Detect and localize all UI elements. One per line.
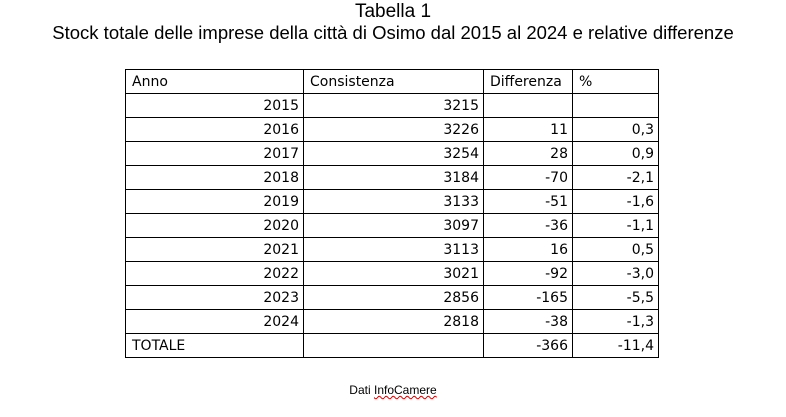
total-consistenza xyxy=(303,333,484,358)
cell-consistenza: 2818 xyxy=(303,309,484,334)
cell-anno: 2018 xyxy=(125,165,304,190)
cell-anno: 2021 xyxy=(125,237,304,262)
cell-anno: 2023 xyxy=(125,285,304,310)
cell-anno: 2017 xyxy=(125,141,304,166)
cell-percent: -5,5 xyxy=(572,285,659,310)
data-table: Anno Consistenza Differenza % 2015 3215 2… xyxy=(125,69,659,358)
cell-differenza: -92 xyxy=(483,261,573,286)
cell-percent: 0,5 xyxy=(572,237,659,262)
cell-differenza xyxy=(483,93,573,118)
cell-differenza: -70 xyxy=(483,165,573,190)
table-row: 2019 3133 -51 -1,6 xyxy=(125,189,659,214)
cell-percent: -3,0 xyxy=(572,261,659,286)
cell-consistenza: 3184 xyxy=(303,165,484,190)
cell-consistenza: 3133 xyxy=(303,189,484,214)
table-subtitle: Stock totale delle imprese della città d… xyxy=(52,22,734,43)
header-consistenza: Consistenza xyxy=(303,69,484,94)
cell-consistenza: 3021 xyxy=(303,261,484,286)
table-row: 2022 3021 -92 -3,0 xyxy=(125,261,659,286)
header-percent: % xyxy=(572,69,659,94)
cell-anno: 2019 xyxy=(125,189,304,214)
cell-percent: -1,3 xyxy=(572,309,659,334)
cell-consistenza: 3226 xyxy=(303,117,484,142)
cell-differenza: 16 xyxy=(483,237,573,262)
cell-anno: 2015 xyxy=(125,93,304,118)
source-name: InfoCamere xyxy=(373,383,437,397)
cell-anno: 2024 xyxy=(125,309,304,334)
table-row: 2017 3254 28 0,9 xyxy=(125,141,659,166)
cell-anno: 2022 xyxy=(125,261,304,286)
table-title: Tabella 1 xyxy=(354,1,432,22)
cell-consistenza: 3097 xyxy=(303,213,484,238)
cell-percent: 0,3 xyxy=(572,117,659,142)
table-row: 2023 2856 -165 -5,5 xyxy=(125,285,659,310)
total-percent: -11,4 xyxy=(572,333,659,358)
cell-consistenza: 3215 xyxy=(303,93,484,118)
cell-percent: -1,1 xyxy=(572,213,659,238)
total-row: TOTALE -366 -11,4 xyxy=(125,333,659,358)
cell-percent: -1,6 xyxy=(572,189,659,214)
table-row: 2024 2818 -38 -1,3 xyxy=(125,309,659,334)
total-differenza: -366 xyxy=(483,333,573,358)
cell-anno: 2020 xyxy=(125,213,304,238)
table-row: 2021 3113 16 0,5 xyxy=(125,237,659,262)
cell-differenza: -165 xyxy=(483,285,573,310)
header-row: Anno Consistenza Differenza % xyxy=(125,69,659,94)
cell-percent xyxy=(572,93,659,118)
cell-differenza: -38 xyxy=(483,309,573,334)
cell-differenza: 28 xyxy=(483,141,573,166)
cell-differenza: 11 xyxy=(483,117,573,142)
table-body: 2015 3215 2016 3226 11 0,3 2017 3254 28 0,9 201… xyxy=(125,93,659,358)
cell-differenza: -36 xyxy=(483,213,573,238)
cell-consistenza: 3254 xyxy=(303,141,484,166)
header-differenza: Differenza xyxy=(483,69,573,94)
cell-consistenza: 2856 xyxy=(303,285,484,310)
cell-differenza: -51 xyxy=(483,189,573,214)
cell-consistenza: 3113 xyxy=(303,237,484,262)
source-note: Dati InfoCamere xyxy=(0,383,786,397)
table-row: 2018 3184 -70 -2,1 xyxy=(125,165,659,190)
cell-percent: 0,9 xyxy=(572,141,659,166)
source-prefix: Dati xyxy=(349,383,374,397)
total-label: TOTALE xyxy=(125,333,304,358)
header-anno: Anno xyxy=(125,69,304,94)
table-row: 2016 3226 11 0,3 xyxy=(125,117,659,142)
cell-percent: -2,1 xyxy=(572,165,659,190)
table-row: 2015 3215 xyxy=(125,93,659,118)
table-row: 2020 3097 -36 -1,1 xyxy=(125,213,659,238)
cell-anno: 2016 xyxy=(125,117,304,142)
